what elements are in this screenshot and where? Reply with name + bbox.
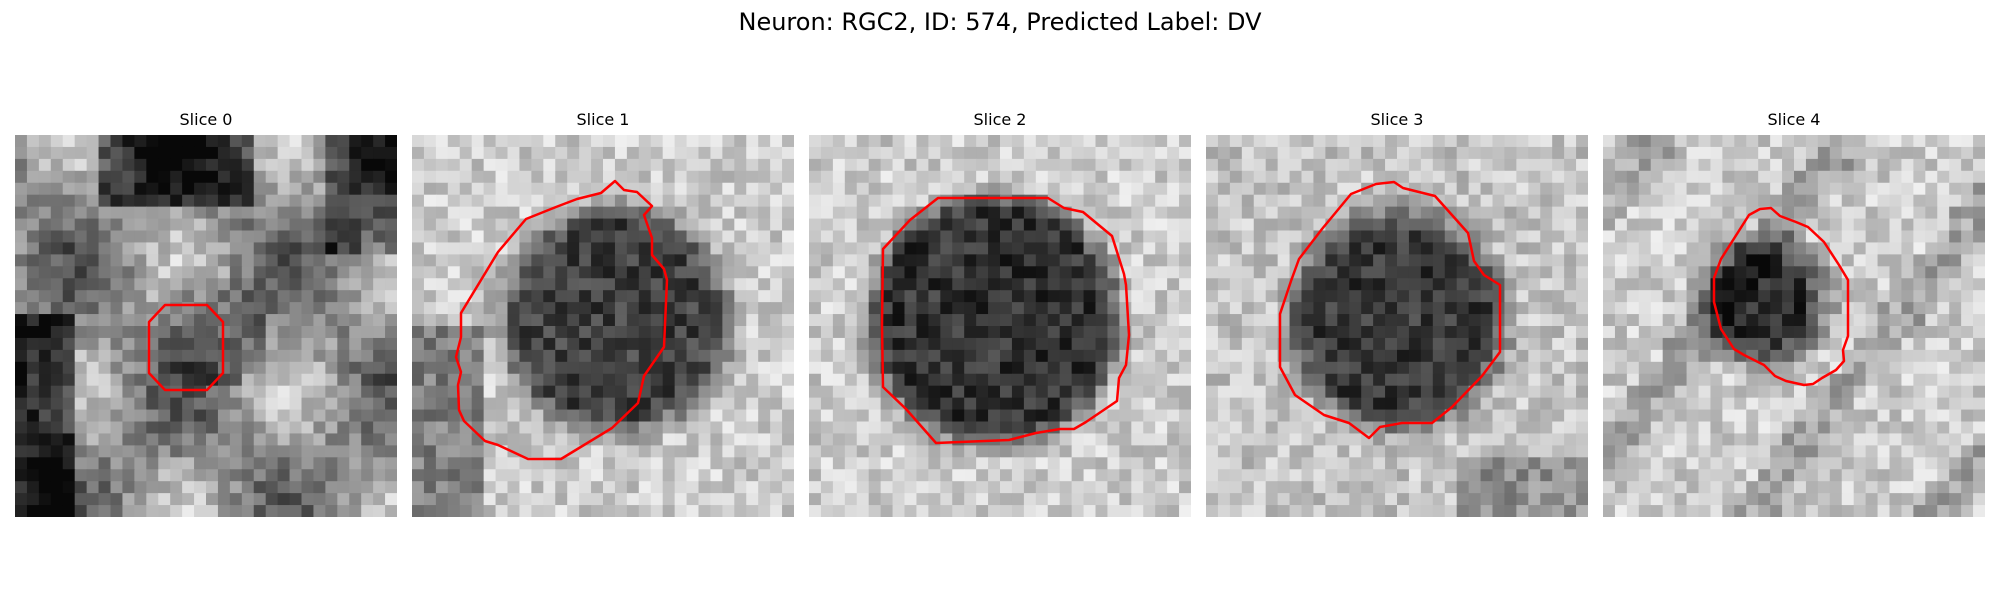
slice-3-svg	[1206, 135, 1588, 517]
slice-2-pixels	[809, 135, 1191, 517]
slice-0-pixels	[15, 135, 397, 517]
slice-2-svg	[809, 135, 1191, 517]
slice-0-title: Slice 0	[179, 110, 233, 129]
slice-0-contour	[147, 303, 225, 392]
slice-1-image	[412, 135, 794, 517]
slice-0-image	[15, 135, 397, 517]
slice-4-image	[1603, 135, 1985, 517]
slice-1-title: Slice 1	[576, 110, 630, 129]
slice-4-title: Slice 4	[1767, 110, 1821, 129]
slice-4-svg	[1603, 135, 1985, 517]
slice-4-pixels	[1603, 135, 1985, 517]
slice-4-contour	[1712, 206, 1850, 387]
slice-2-image	[809, 135, 1191, 517]
slice-2-contour	[880, 196, 1131, 445]
slice-1-svg	[412, 135, 794, 517]
figure-title: Neuron: RGC2, ID: 574, Predicted Label: …	[738, 8, 1262, 36]
slice-2-title: Slice 2	[973, 110, 1027, 129]
slice-3-pixels	[1206, 135, 1588, 517]
slice-1-pixels	[412, 135, 794, 517]
slice-3-title: Slice 3	[1370, 110, 1424, 129]
slice-3-image	[1206, 135, 1588, 517]
slice-1-contour	[454, 179, 669, 461]
slice-0-svg	[15, 135, 397, 517]
slice-3-contour	[1278, 180, 1502, 440]
